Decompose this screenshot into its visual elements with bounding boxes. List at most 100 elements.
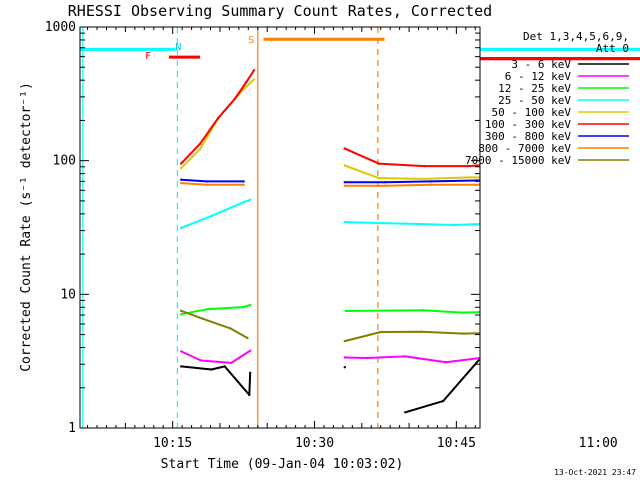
- annotation-n: N: [175, 42, 181, 53]
- flag-annotations: F N S: [145, 35, 254, 62]
- data-point-6-12-kev-2: [230, 361, 233, 365]
- x-tick-label-3: 11:00: [579, 436, 618, 451]
- data-point-3-6-kev-4: [249, 371, 252, 374]
- legend-label-3-6-kev: 3 - 6 keV: [511, 58, 571, 71]
- data-point-800-7000-kev-5: [429, 183, 432, 186]
- data-point-100-300-kev-0: [180, 162, 183, 165]
- data-point-6-12-kev-6: [404, 355, 407, 358]
- data-point-50-100-kev-6: [343, 164, 346, 167]
- data-point-12-25-kev-7: [460, 311, 464, 314]
- legend-label-25-50-kev: 25 - 50 keV: [498, 94, 571, 107]
- y-tick-label-0: 1: [68, 421, 76, 436]
- x-tick-label-0: 10:15: [153, 436, 192, 451]
- legend-label-300-800-kev: 300 - 800 keV: [485, 130, 571, 143]
- data-point-12-25-kev-1: [205, 308, 208, 311]
- data-point-7000-15000-kev-1: [201, 317, 205, 320]
- data-point-7000-15000-kev-6: [420, 330, 423, 333]
- series-line-6-12-kev-0: [180, 349, 251, 364]
- data-point-12-25-kev-2: [241, 305, 244, 309]
- y-tick-label-1: 10: [60, 287, 76, 302]
- data-point-300-800-kev-5: [429, 180, 432, 183]
- data-point-25-50-kev-7: [454, 223, 457, 227]
- data-point-3-6-kev-2: [223, 365, 226, 368]
- series-line-7000-15000-kev-1: [344, 330, 480, 343]
- data-point-100-300-kev-2: [216, 117, 220, 120]
- data-point-800-7000-kev-2: [242, 183, 245, 186]
- series-6-12-kev: [180, 349, 480, 365]
- data-point-50-100-kev-7: [377, 176, 380, 180]
- chart-title: RHESSI Observing Summary Count Rates, Co…: [68, 2, 492, 20]
- data-point-100-300-kev-4: [245, 80, 248, 84]
- data-point-12-25-kev-4: [344, 309, 347, 313]
- data-point-50-100-kev-0: [180, 166, 183, 170]
- data-point-100-300-kev-9: [467, 164, 470, 168]
- legend-header-0: Det 1,3,4,5,6,9,: [523, 30, 629, 43]
- legend-label-100-300-kev: 100 - 300 keV: [485, 118, 571, 131]
- data-point-800-7000-kev-6: [475, 183, 478, 186]
- data-point-7000-15000-kev-0: [180, 309, 183, 312]
- data-point-50-100-kev-1: [198, 147, 202, 151]
- data-point-800-7000-kev-0: [180, 181, 183, 185]
- data-point-25-50-kev-0: [180, 226, 183, 230]
- annotation-s: S: [248, 35, 254, 46]
- series-line-25-50-kev-0: [180, 198, 251, 229]
- series-12-25-kev: [180, 303, 480, 316]
- series-line-100-300-kev-0: [180, 69, 255, 165]
- data-point-3-6-kev-5: [343, 366, 346, 369]
- series-line-800-7000-kev-1: [344, 183, 480, 187]
- data-point-25-50-kev-2: [243, 200, 246, 203]
- data-point-800-7000-kev-4: [384, 184, 387, 187]
- data-point-6-12-kev-3: [249, 349, 252, 352]
- series-line-50-100-kev-1: [344, 164, 480, 180]
- data-point-25-50-kev-5: [381, 221, 384, 225]
- legend-label-12-25-kev: 12 - 25 keV: [498, 82, 571, 95]
- legend-label-7000-15000-kev: 7000 - 15000 keV: [465, 154, 571, 167]
- series-line-12-25-kev-1: [345, 309, 480, 314]
- data-point-25-50-kev-4: [343, 220, 346, 224]
- x-axis-label: Start Time (09-Jan-04 10:03:02): [161, 457, 404, 472]
- data-point-3-6-kev-3: [248, 393, 251, 397]
- series-3-6-kev: [180, 357, 480, 414]
- footer-timestamp: 13-Oct-2021 23:47: [554, 468, 636, 477]
- data-point-12-25-kev-5: [385, 309, 388, 312]
- data-point-7000-15000-kev-7: [462, 332, 466, 335]
- y-tick-label-2: 100: [53, 154, 76, 169]
- data-point-6-12-kev-4: [343, 356, 346, 359]
- data-point-100-300-kev-5: [252, 69, 256, 72]
- data-point-100-300-kev-8: [423, 164, 426, 168]
- y-axis-label: Corrected Count Rate (s⁻¹ detector⁻¹): [19, 82, 34, 372]
- data-point-7000-15000-kev-2: [229, 327, 232, 330]
- data-point-3-6-kev-6: [404, 411, 407, 414]
- data-point-800-7000-kev-3: [343, 184, 346, 187]
- data-point-7000-15000-kev-5: [379, 330, 382, 334]
- series-line-3-6-kev-2: [405, 357, 480, 414]
- plot-frame: [79, 26, 481, 429]
- data-point-6-12-kev-7: [444, 361, 448, 364]
- series-lines: [180, 69, 480, 414]
- data-point-12-25-kev-0: [180, 313, 183, 316]
- data-point-7000-15000-kev-4: [343, 339, 346, 343]
- data-point-300-800-kev-4: [384, 181, 387, 184]
- data-point-3-6-kev-1: [210, 368, 213, 371]
- data-point-7000-15000-kev-3: [246, 336, 249, 340]
- series-line-7000-15000-kev-0: [180, 309, 248, 339]
- data-point-50-100-kev-9: [467, 176, 470, 179]
- data-point-12-25-kev-6: [422, 309, 425, 312]
- series-line-100-300-kev-1: [344, 147, 480, 168]
- data-point-100-300-kev-3: [233, 97, 237, 100]
- data-point-300-800-kev-2: [242, 180, 245, 183]
- legend-label-6-12-kev: 6 - 12 keV: [505, 70, 572, 83]
- legend-header-1: Att 0: [596, 42, 629, 55]
- data-point-25-50-kev-3: [249, 198, 252, 201]
- series-800-7000-kev: [180, 181, 480, 187]
- data-point-100-300-kev-6: [343, 147, 346, 150]
- legend-label-800-7000-kev: 800 - 7000 keV: [478, 142, 571, 155]
- series-25-50-kev: [180, 198, 480, 230]
- data-point-800-7000-kev-1: [205, 183, 208, 186]
- data-point-6-12-kev-5: [366, 356, 369, 360]
- flag-bars: [80, 37, 640, 61]
- x-tick-label-2: 10:45: [437, 436, 476, 451]
